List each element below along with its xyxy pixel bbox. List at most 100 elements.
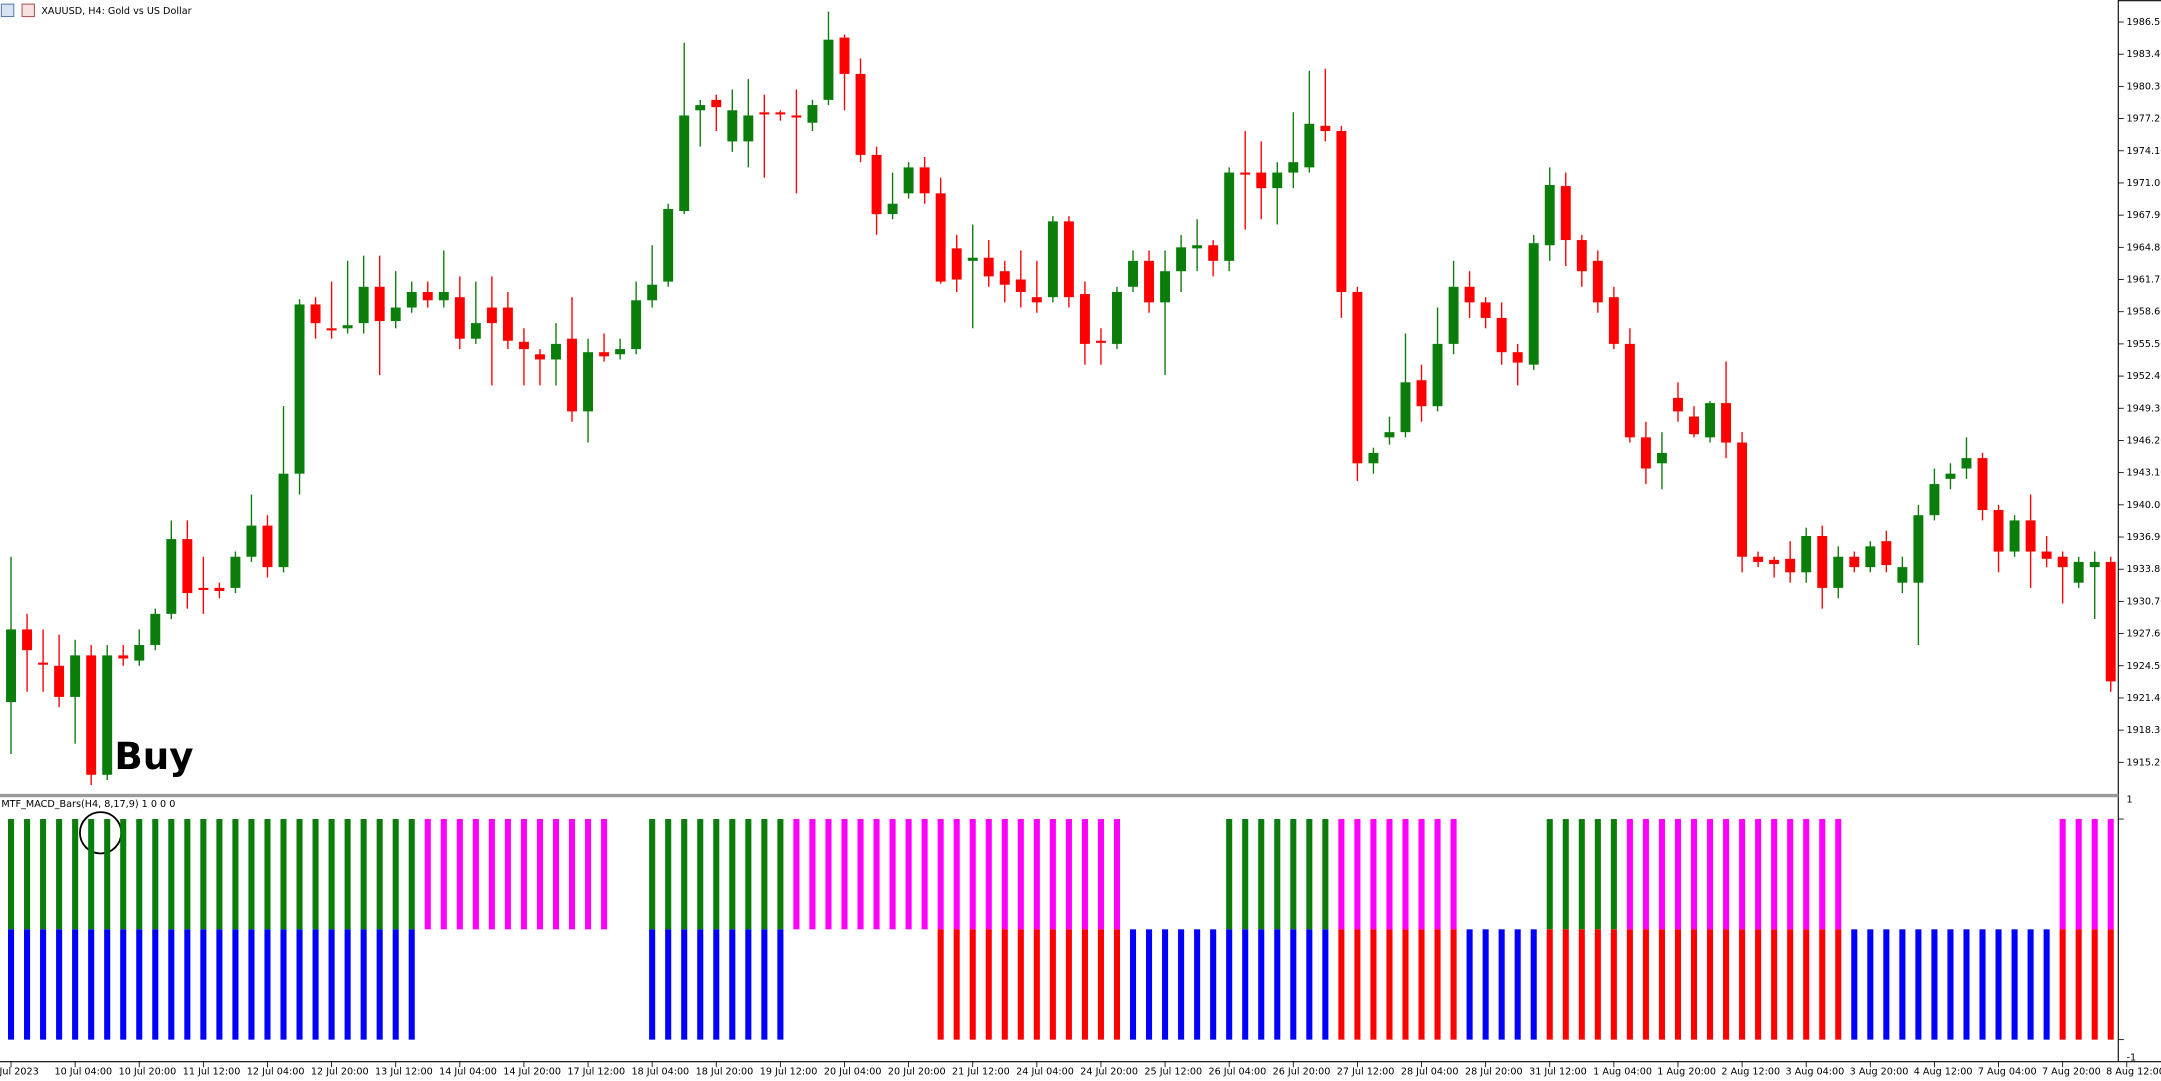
indicator-bar (1819, 819, 1826, 930)
y-tick-label: 1918.30 (2127, 725, 2161, 736)
candle-body (1496, 317, 1507, 353)
candle-body (967, 257, 978, 261)
indicator-bar (1466, 929, 1473, 1040)
candle-body (502, 307, 513, 341)
candle-body (406, 291, 417, 308)
indicator-bar (1835, 819, 1842, 930)
candle-body (1592, 260, 1603, 303)
candle-body (1640, 437, 1651, 469)
candle-body (1288, 162, 1299, 173)
indicator-bar (104, 929, 111, 1040)
indicator-bar (729, 819, 736, 930)
indicator-bar (953, 929, 960, 1040)
indicator-bar (1739, 929, 1746, 1040)
candle-body (1897, 567, 1908, 583)
candle-body (1865, 546, 1876, 568)
x-tick-label: 10 Jul 04:00 (54, 1066, 112, 1077)
indicator-bar (1706, 929, 1714, 1040)
y-tick-label: 1924.50 (2127, 661, 2161, 672)
candle-body (1881, 541, 1892, 566)
indicator-bar (1258, 819, 1265, 930)
indicator-bar (649, 929, 656, 1040)
indicator-bar (745, 819, 752, 930)
indicator-bar (552, 819, 560, 930)
candle-body (6, 629, 16, 703)
candle-body (1208, 245, 1219, 261)
candle-body (390, 307, 401, 322)
indicator-bar (424, 819, 431, 930)
indicator-bar (1482, 929, 1489, 1040)
indicator-bar (568, 819, 576, 930)
indicator-bar (1370, 819, 1377, 930)
indicator-bar (1418, 819, 1425, 930)
candle-body (262, 525, 273, 568)
buy-annotation: Buy (114, 734, 193, 778)
indicator-bar (1033, 929, 1040, 1040)
indicator-bar (1274, 929, 1281, 1040)
candle-body (1753, 556, 1764, 562)
indicator-bar (408, 929, 415, 1040)
y-tick-label: 1927.60 (2127, 629, 2161, 640)
indicator-bar (72, 929, 79, 1040)
x-tick-label: 20 Jul 04:00 (824, 1066, 882, 1077)
y-tick-label: 1977.20 (2127, 114, 2161, 125)
indicator-bar (232, 929, 239, 1040)
x-tick-label: 3 Aug 04:00 (1786, 1066, 1845, 1077)
indicator-bar (1402, 929, 1409, 1040)
x-tick-label: 13 Jul 12:00 (375, 1066, 433, 1077)
indicator-bar (392, 819, 399, 930)
indicator-bar (889, 819, 896, 930)
candle-body (326, 328, 337, 331)
indicator-bar (7, 819, 15, 930)
candle-body (711, 99, 722, 108)
indicator-bar (793, 819, 800, 930)
indicator-bar (456, 819, 463, 930)
indicator-bar (1162, 929, 1169, 1040)
indicator-bar (601, 819, 608, 930)
indicator-bar (392, 929, 399, 1040)
candle-body (887, 203, 898, 215)
icon-grid[interactable] (0, 3, 15, 18)
y-tick-label: 1971.00 (2127, 178, 2161, 189)
candle-body (1929, 484, 1940, 516)
indicator-bar (697, 929, 704, 1040)
indicator-bar (2059, 929, 2066, 1040)
indicator-bar (1674, 819, 1682, 930)
indicator-bar (1370, 929, 1377, 1040)
indicator-bar (2107, 819, 2114, 930)
indicator-bar (665, 929, 672, 1040)
indicator-bar (488, 819, 495, 930)
icon-chart[interactable] (21, 3, 36, 18)
candle-body (1384, 432, 1395, 438)
candle-body (807, 105, 818, 123)
indicator-bar (1739, 819, 1746, 930)
candle-body (438, 291, 449, 301)
candle-body (1079, 294, 1090, 344)
y-tick-label: 1936.90 (2127, 532, 2161, 543)
candle-body (2073, 561, 2084, 583)
indicator-bar (1065, 819, 1072, 930)
x-tick-label: 14 Jul 20:00 (503, 1066, 561, 1077)
y-tick-label: 1915.20 (2127, 757, 2161, 768)
candle-body (1512, 352, 1523, 363)
candle-body (1416, 380, 1427, 407)
indicator-bar (809, 819, 816, 930)
candle-body (2009, 520, 2020, 552)
indicator-bar (1290, 819, 1297, 930)
x-tick-label: 12 Jul 20:00 (311, 1066, 369, 1077)
indicator-bar (1049, 929, 1056, 1040)
indicator-bar (937, 929, 944, 1040)
indicator-bar (328, 929, 335, 1040)
indicator-bar (1306, 929, 1313, 1040)
y-tick-label: 1980.30 (2127, 81, 2161, 92)
indicator-bar (2043, 929, 2050, 1040)
y-tick-label: 1933.80 (2127, 564, 2161, 575)
candle-body (871, 154, 882, 215)
candle-body (1432, 343, 1443, 407)
indicator-bar (1642, 929, 1649, 1040)
x-tick-label: 11 Jul 12:00 (183, 1066, 241, 1077)
x-tick-label: 26 Jul 04:00 (1209, 1066, 1267, 1077)
candle-body (1785, 558, 1796, 573)
candle-body (1737, 442, 1748, 557)
indicator-bar (1963, 929, 1970, 1040)
